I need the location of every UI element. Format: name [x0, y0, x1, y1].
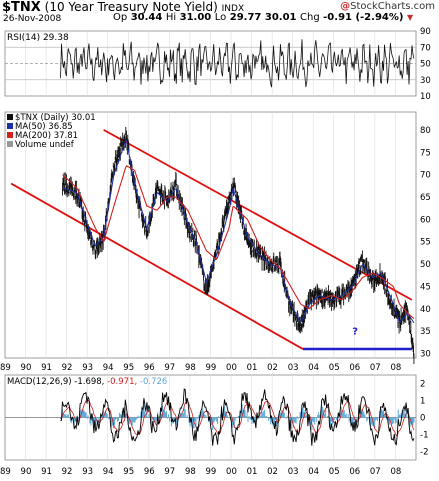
watermark: @StockCharts.com	[340, 1, 435, 12]
x-tick-label: 00	[226, 467, 237, 477]
x-tick-label: 92	[62, 363, 73, 373]
legend-swatch	[7, 114, 13, 120]
x-tick-label: 90	[21, 363, 32, 373]
exchange: INDX	[221, 4, 245, 14]
x-tick-label: 06	[349, 467, 360, 477]
ma50-line	[62, 139, 415, 324]
quote-date: 26-Nov-2008	[3, 14, 62, 24]
x-tick-label: 93	[82, 363, 93, 373]
x-tick-label: 05	[329, 467, 340, 477]
x-tick-label: 98	[185, 363, 196, 373]
rsi-y-tick: 30	[420, 76, 431, 86]
rsi-y-tick: 50	[420, 60, 431, 70]
x-tick-label: 02	[267, 363, 278, 373]
rsi-label: RSI(14) 29.38	[7, 33, 69, 43]
x-tick-label: 98	[185, 467, 196, 477]
x-tick-label: 07	[370, 363, 381, 373]
legend-entry: $TNX (Daily) 30.01	[15, 113, 96, 123]
x-tick-label: 94	[103, 363, 114, 373]
change-value: -0.91 (-2.94%)	[323, 12, 404, 23]
x-tick-label: 01	[247, 467, 258, 477]
price-y-tick: 55	[420, 238, 431, 248]
x-tick-label: 07	[370, 467, 381, 477]
price-y-tick: 75	[420, 148, 431, 158]
price-y-tick: 45	[420, 282, 431, 292]
x-tick-label: 01	[247, 363, 258, 373]
x-tick-label: 93	[82, 467, 93, 477]
macd-y-tick: 0	[420, 414, 425, 424]
rsi-line	[60, 39, 415, 88]
x-tick-label: 94	[103, 467, 114, 477]
macd-y-tick: -2	[420, 448, 428, 458]
x-tick-label: 00	[226, 363, 237, 373]
x-tick-label: 08	[390, 363, 401, 373]
question-annotation: ?	[352, 327, 358, 338]
x-tick-label: 05	[329, 363, 340, 373]
x-tick-label: 08	[390, 467, 401, 477]
x-tick-label: 95	[123, 363, 134, 373]
macd-y-tick: -1	[420, 431, 428, 441]
x-tick-label: 96	[144, 363, 155, 373]
x-tick-label: 92	[62, 467, 73, 477]
x-tick-label: 99	[206, 467, 217, 477]
price-y-tick: 70	[420, 171, 431, 181]
macd-y-tick: 1	[420, 397, 425, 407]
legend-entry: MA(50) 36.85	[15, 122, 73, 132]
symbol: $TNX	[2, 0, 41, 15]
macd-label: MACD(12,26,9) -1.698, -0.971, -0.726	[7, 377, 167, 387]
x-tick-label: 91	[41, 363, 52, 373]
close-value: 30.01	[264, 12, 297, 23]
open-value: 30.44	[130, 12, 163, 23]
x-tick-label: 89	[0, 363, 11, 373]
macd-line	[60, 388, 415, 446]
x-tick-label: 97	[164, 467, 175, 477]
rsi-y-tick: 90	[420, 27, 431, 37]
legend-swatch	[7, 141, 13, 147]
low-value: 29.77	[229, 12, 262, 23]
price-y-tick: 40	[420, 305, 431, 315]
legend-entry: MA(200) 37.81	[15, 131, 78, 141]
price-y-tick: 35	[420, 327, 431, 337]
ma200-line	[62, 165, 415, 319]
price-y-tick: 30	[420, 350, 431, 360]
trend-line	[10, 182, 304, 350]
x-tick-label: 97	[164, 363, 175, 373]
legend-swatch	[7, 123, 13, 129]
x-tick-label: 96	[144, 467, 155, 477]
x-tick-label: 03	[288, 363, 299, 373]
x-tick-label: 04	[308, 467, 319, 477]
legend-entry: Volume undef	[15, 140, 75, 150]
x-tick-label: 99	[206, 363, 217, 373]
rsi-y-tick: 70	[420, 43, 431, 53]
x-tick-label: 91	[41, 467, 52, 477]
price-y-tick: 50	[420, 260, 431, 270]
x-tick-label: 04	[308, 363, 319, 373]
rsi-y-tick: 10	[420, 92, 431, 102]
change-down-icon: ▼	[406, 13, 414, 22]
price-y-tick: 65	[420, 193, 431, 203]
legend-swatch	[7, 132, 13, 138]
x-tick-label: 90	[21, 467, 32, 477]
x-tick-label: 03	[288, 467, 299, 477]
x-tick-label: 06	[349, 363, 360, 373]
quote-summary: Op 30.44 Hi 31.00 Lo 29.77 30.01 Chg -0.…	[113, 12, 414, 23]
security-name: (10 Year Treasury Note Yield)	[44, 0, 218, 14]
x-tick-label: 89	[0, 467, 11, 477]
price-y-tick: 60	[420, 215, 431, 225]
chart-title: $TNX (10 Year Treasury Note Yield) INDX	[2, 0, 244, 15]
x-tick-label: 02	[267, 467, 278, 477]
price-y-tick: 80	[420, 126, 431, 136]
high-value: 31.00	[179, 12, 212, 23]
x-tick-label: 95	[123, 467, 134, 477]
macd-y-tick: 2	[420, 380, 425, 390]
